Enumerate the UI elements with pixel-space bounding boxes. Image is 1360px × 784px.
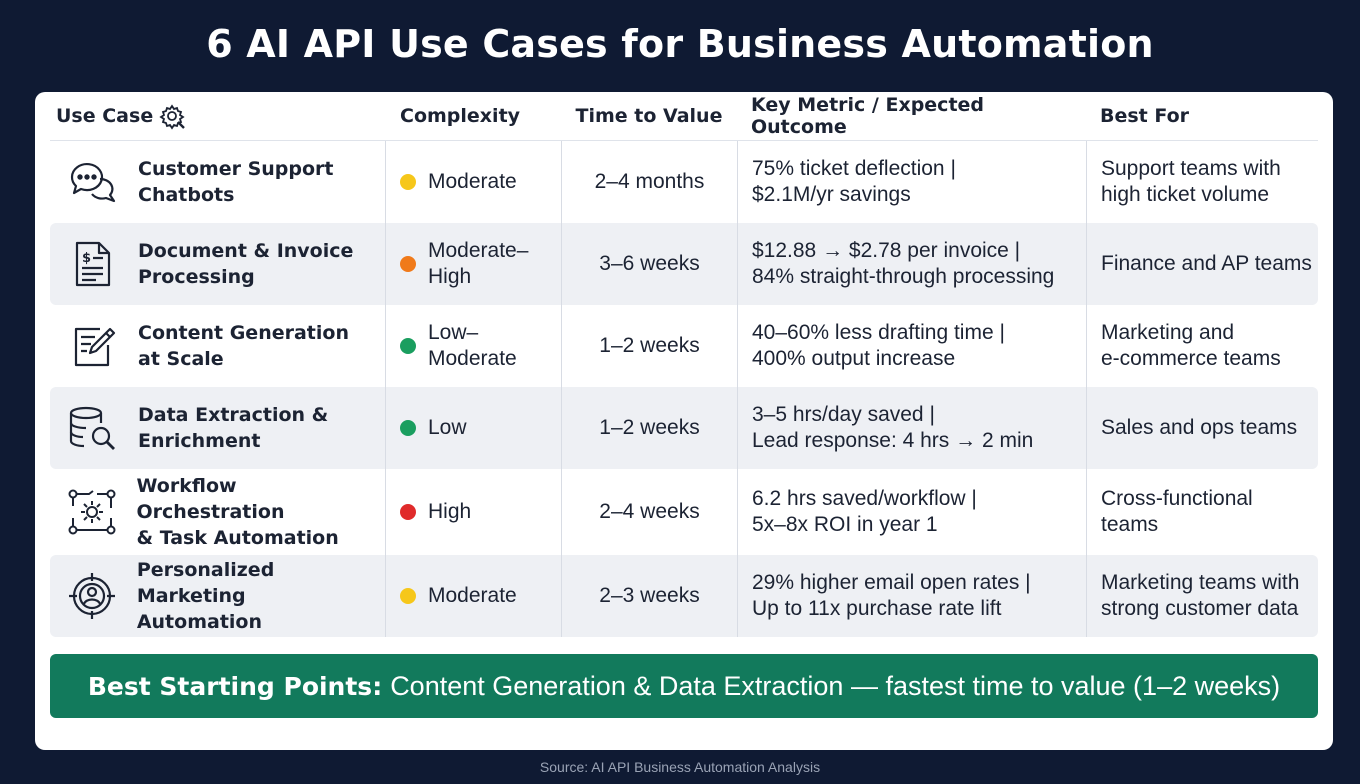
use-case-cell: Personalized Marketing Automation: [50, 555, 385, 637]
table-header: Use Case Complexity Time to Value Key Me…: [50, 92, 1318, 141]
header-best-for: Best For: [1100, 105, 1190, 127]
complexity-cell: Moderate: [385, 141, 561, 223]
complexity-cell: Low– Moderate: [385, 305, 561, 387]
time-to-value-cell: 2–4 months: [561, 141, 737, 223]
invoice-document-icon: $: [62, 241, 124, 287]
key-metric-cell: 75% ticket deflection | $2.1M/yr savings: [737, 141, 1086, 223]
complexity-label: Moderate: [428, 584, 517, 607]
best-for-cell: Finance and AP teams: [1086, 223, 1318, 305]
header-complexity: Complexity: [400, 105, 521, 127]
header-use-case: Use Case: [50, 92, 385, 140]
use-case-name: Customer Support Chatbots: [138, 158, 334, 206]
key-metric-cell: 6.2 hrs saved/workflow | 5x–8x ROI in ye…: [737, 469, 1086, 555]
time-to-value-cell: 2–3 weeks: [561, 555, 737, 637]
use-case-name: Workflow Orchestration & Task Automation: [136, 475, 339, 549]
source-note: Source: AI API Business Automation Analy…: [539, 759, 821, 775]
complexity-label: Moderate– High: [428, 239, 529, 288]
table-row: Data Extraction & Enrichment Low 1–2 wee…: [50, 387, 1318, 469]
workflow-gear-icon: [62, 489, 123, 535]
use-case-name: Document & Invoice Processing: [138, 240, 354, 288]
database-search-icon: [62, 406, 124, 450]
table-row: Personalized Marketing Automation Modera…: [50, 555, 1318, 637]
complexity-label: Low: [428, 416, 467, 439]
complexity-dot: [400, 588, 416, 604]
use-case-name: Content Generation at Scale: [138, 322, 349, 370]
banner-heading: Best Starting Points:: [87, 671, 383, 701]
use-case-table: Use Case Complexity Time to Value Key Me…: [50, 92, 1318, 637]
complexity-dot: [400, 420, 416, 436]
use-case-cell: Data Extraction & Enrichment: [50, 387, 385, 469]
complexity-cell: Low: [385, 387, 561, 469]
svg-text:$: $: [82, 251, 91, 266]
best-for-cell: Cross-functional teams: [1086, 469, 1318, 555]
best-for-cell: Marketing and e-commerce teams: [1086, 305, 1318, 387]
use-case-cell: $ Document & Invoice Processing: [50, 223, 385, 305]
complexity-label: Moderate: [428, 170, 517, 193]
header-key-metric: Key Metric / Expected Outcome: [751, 94, 985, 138]
use-case-name: Data Extraction & Enrichment: [138, 404, 329, 452]
complexity-label: High: [428, 500, 472, 523]
complexity-dot: [400, 338, 416, 354]
complexity-dot: [400, 504, 416, 520]
gear-settings-icon: [159, 102, 187, 130]
complexity-cell: Moderate: [385, 555, 561, 637]
table-row: Workflow Orchestration & Task Automation…: [50, 469, 1318, 555]
edit-pencil-icon: [62, 324, 124, 368]
use-case-table-card: Use Case Complexity Time to Value Key Me…: [35, 92, 1333, 750]
complexity-label: Low– Moderate: [428, 321, 517, 370]
table-row: Customer Support Chatbots Moderate 2–4 m…: [50, 141, 1318, 223]
time-to-value-cell: 1–2 weeks: [561, 387, 737, 469]
target-person-icon: [62, 573, 123, 619]
chat-bubbles-icon: [62, 160, 124, 204]
banner-text: Content Generation & Data Extraction — f…: [390, 670, 1281, 701]
time-to-value-cell: 2–4 weeks: [561, 469, 737, 555]
key-metric-cell: 3–5 hrs/day saved | Lead response: 4 hrs…: [737, 387, 1086, 469]
best-starting-points-banner: Best Starting Points: Content Generation…: [50, 654, 1318, 718]
key-metric-cell: 40–60% less drafting time | 400% output …: [737, 305, 1086, 387]
time-to-value-cell: 3–6 weeks: [561, 223, 737, 305]
key-metric-cell: 29% higher email open rates | Up to 11x …: [737, 555, 1086, 637]
use-case-cell: Content Generation at Scale: [50, 305, 385, 387]
complexity-dot: [400, 174, 416, 190]
use-case-cell: Customer Support Chatbots: [50, 141, 385, 223]
key-metric-cell: $12.88 → $2.78 per invoice | 84% straigh…: [737, 223, 1086, 305]
header-use-case-label: Use Case: [56, 105, 154, 127]
complexity-cell: Moderate– High: [385, 223, 561, 305]
page-title: 6 AI API Use Cases for Business Automati…: [206, 22, 1154, 66]
header-time-to-value: Time to Value: [575, 105, 723, 127]
table-row: Content Generation at Scale Low– Moderat…: [50, 305, 1318, 387]
complexity-dot: [400, 256, 416, 272]
best-for-cell: Marketing teams with strong customer dat…: [1086, 555, 1318, 637]
use-case-name: Personalized Marketing Automation: [136, 559, 275, 633]
use-case-cell: Workflow Orchestration & Task Automation: [50, 469, 385, 555]
time-to-value-cell: 1–2 weeks: [561, 305, 737, 387]
best-for-cell: Sales and ops teams: [1086, 387, 1318, 469]
complexity-cell: High: [385, 469, 561, 555]
table-row: $ Document & Invoice Processing Moderate…: [50, 223, 1318, 305]
best-for-cell: Support teams with high ticket volume: [1086, 141, 1318, 223]
